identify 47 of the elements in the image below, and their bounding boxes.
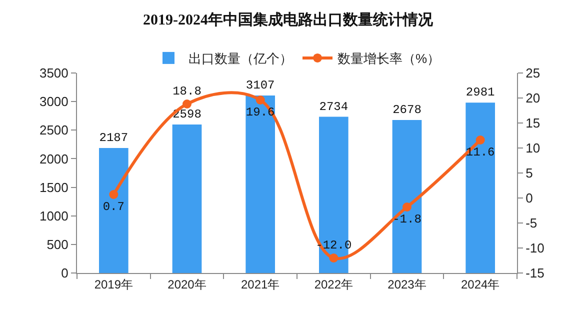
y2-tick-label: 20 <box>526 90 540 106</box>
chart-title: 2019-2024年中国集成电路出口数量统计情况 <box>143 12 434 28</box>
legend-label: 数量增长率（%） <box>338 51 440 66</box>
y-tick-label: 1500 <box>39 180 68 195</box>
y2-tick-label: 5 <box>526 166 533 181</box>
data-label: 2187 <box>99 131 128 146</box>
point <box>476 136 485 144</box>
bar <box>246 95 275 273</box>
x-tick-label: 2021年 <box>240 277 280 292</box>
point <box>402 202 412 212</box>
y-tick-label: 3500 <box>39 66 68 81</box>
data-label: 2981 <box>466 86 495 100</box>
data-label: -1.8 <box>392 212 422 227</box>
x-tick-label: 2022年 <box>314 277 354 292</box>
y2-tick-label: -5 <box>526 216 538 231</box>
y2-tick-label: 10 <box>526 140 540 156</box>
legend-label: 出口数量（亿个） <box>188 51 292 66</box>
bar <box>172 124 202 273</box>
x-tick-label: 2023年 <box>388 277 426 292</box>
bar <box>466 102 495 273</box>
x-tick-label: 2020年 <box>168 277 206 292</box>
y2-tick-label: -10 <box>526 240 544 256</box>
y-tick-label: 0 <box>61 266 68 281</box>
data-label: 2598 <box>172 108 202 122</box>
y-tick-label: 500 <box>46 236 68 252</box>
data-label: 2734 <box>319 100 348 114</box>
point <box>182 100 192 108</box>
y2-tick-label: 25 <box>526 66 540 81</box>
x-tick-label: 2019年 <box>94 277 134 292</box>
data-label: 0.7 <box>102 200 124 214</box>
y-tick-label: 3000 <box>39 94 68 110</box>
y-tick-label: 2500 <box>39 122 68 138</box>
y2-tick-label: -15 <box>526 266 544 281</box>
bar <box>99 148 128 273</box>
y-tick-label: 1000 <box>39 208 68 224</box>
point <box>109 190 118 199</box>
point <box>329 254 338 262</box>
data-label: 3107 <box>246 78 275 92</box>
y2-tick-label: 15 <box>526 116 540 131</box>
data-label: 2678 <box>392 102 422 117</box>
y-tick-label: 2000 <box>39 151 68 166</box>
data-label: 11.6 <box>466 146 495 160</box>
data-label: 18.8 <box>172 84 202 98</box>
x-tick-label: 2024年 <box>460 277 500 292</box>
point <box>256 96 265 104</box>
bar <box>392 120 422 273</box>
y2-tick-label: 0 <box>526 190 533 206</box>
